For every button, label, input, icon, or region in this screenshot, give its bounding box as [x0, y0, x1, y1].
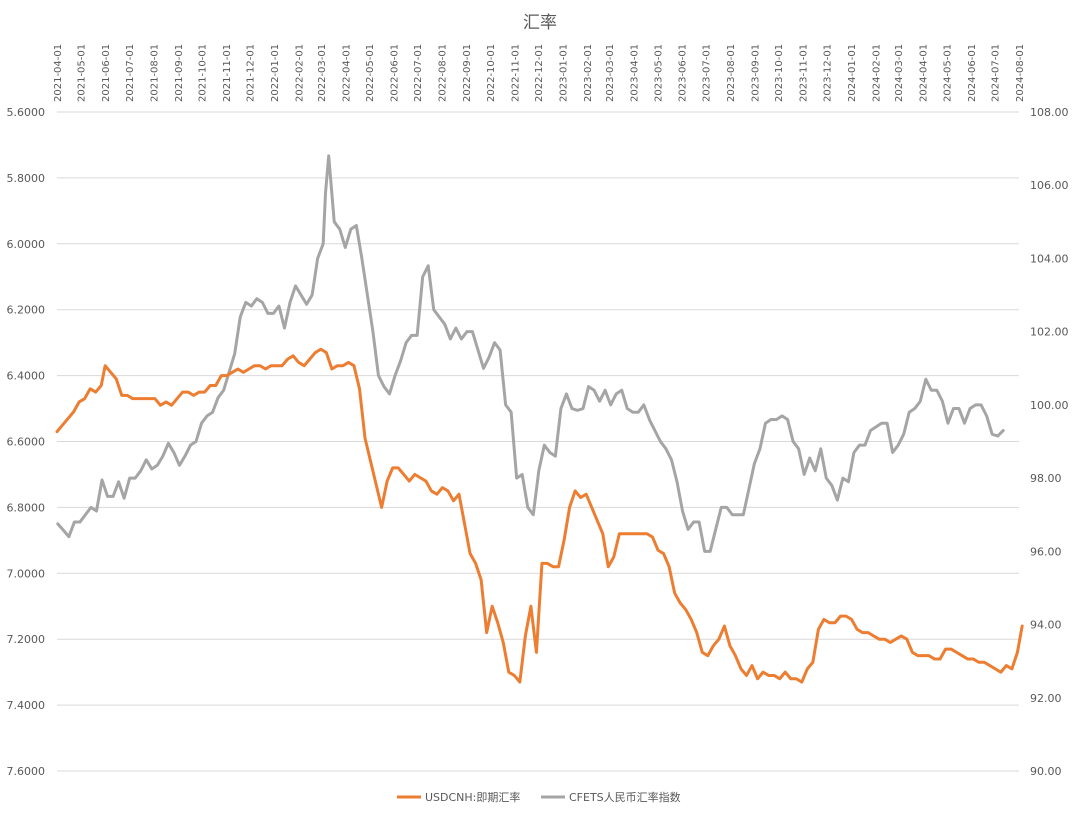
series-layer — [55, 154, 1024, 684]
x-tick-label: 2023-12-01 — [822, 44, 833, 102]
x-tick-label: 2021-09-01 — [174, 44, 185, 102]
x-tick-label: 2024-06-01 — [967, 44, 978, 102]
left-y-axis: 5.6000 5.8000 6.0000 6.2000 6.4000 6.6000 6.80… — [7, 106, 46, 778]
right-y-tick-label: 102.00 — [1030, 326, 1069, 339]
x-tick-label: 2022-02-01 — [295, 44, 306, 102]
x-tick-label: 2023-08-01 — [726, 44, 737, 102]
left-y-tick-label: 7.6000 — [7, 765, 46, 778]
x-tick-label: 2023-04-01 — [630, 44, 641, 102]
right-y-tick-label: 90.00 — [1030, 765, 1062, 778]
x-tick-label: 2022-12-01 — [534, 44, 545, 102]
x-tick-label: 2023-01-01 — [558, 44, 569, 102]
left-y-tick-label: 5.6000 — [7, 106, 46, 119]
right-y-tick-label: 104.00 — [1030, 252, 1069, 265]
x-tick-label: 2023-07-01 — [701, 44, 712, 102]
right-y-tick-label: 98.00 — [1030, 472, 1062, 485]
cfets-index-series-line — [56, 154, 1005, 553]
x-tick-label: 2024-03-01 — [894, 44, 905, 102]
x-tick-label: 2022-11-01 — [510, 44, 521, 102]
x-tick-label: 2023-11-01 — [799, 44, 810, 102]
x-tick-label: 2023-03-01 — [605, 44, 616, 102]
x-tick-label: 2024-02-01 — [871, 44, 882, 102]
left-y-tick-label: 7.0000 — [7, 567, 46, 580]
x-tick-label: 2021-12-01 — [246, 44, 257, 102]
x-tick-label: 2023-05-01 — [653, 44, 664, 102]
x-tick-label: 2023-09-01 — [750, 44, 761, 102]
left-y-tick-label: 7.4000 — [7, 699, 46, 712]
right-y-axis: 90.00 92.00 94.00 96.00 98.00 100.00 102.00 104… — [1030, 106, 1069, 778]
right-y-tick-label: 92.00 — [1030, 692, 1062, 705]
x-tick-label: 2024-04-01 — [919, 44, 930, 102]
x-tick-label: 2024-01-01 — [847, 44, 858, 102]
legend-label: USDCNH:即期汇率 — [425, 790, 520, 804]
legend: USDCNH:即期汇率 CFETS人民币汇率指数 — [397, 790, 681, 804]
x-tick-label: 2021-11-01 — [222, 44, 233, 102]
x-tick-label: 2021-08-01 — [149, 44, 160, 102]
x-tick-label: 2024-07-01 — [991, 44, 1002, 102]
x-tick-label: 2021-07-01 — [125, 44, 136, 102]
x-tick-label: 2021-05-01 — [77, 44, 88, 102]
x-tick-label: 2022-07-01 — [413, 44, 424, 102]
left-y-tick-label: 6.6000 — [7, 436, 46, 449]
gridlines — [57, 111, 1019, 772]
usdcnh-series-line — [55, 347, 1024, 684]
chart-title: 汇率 — [523, 13, 557, 33]
x-tick-label: 2022-04-01 — [341, 44, 352, 102]
left-y-tick-label: 7.2000 — [7, 633, 46, 646]
x-axis: 2021-04-01 2021-05-01 2021-06-01 2021-07-01… — [53, 44, 1026, 102]
left-y-tick-label: 5.8000 — [7, 172, 46, 185]
left-y-tick-label: 6.4000 — [7, 370, 46, 383]
right-y-tick-label: 106.00 — [1030, 179, 1069, 192]
left-y-tick-label: 6.0000 — [7, 238, 46, 251]
x-tick-label: 2023-10-01 — [774, 44, 785, 102]
right-y-tick-label: 94.00 — [1030, 619, 1062, 632]
x-tick-label: 2022-08-01 — [438, 44, 449, 102]
x-tick-label: 2024-05-01 — [942, 44, 953, 102]
x-tick-label: 2023-06-01 — [678, 44, 689, 102]
x-tick-label: 2022-10-01 — [486, 44, 497, 102]
x-tick-label: 2022-01-01 — [270, 44, 281, 102]
left-y-tick-label: 6.8000 — [7, 501, 46, 514]
x-tick-label: 2022-06-01 — [389, 44, 400, 102]
x-tick-label: 2021-04-01 — [53, 44, 64, 102]
x-tick-label: 2022-05-01 — [365, 44, 376, 102]
right-y-tick-label: 108.00 — [1030, 106, 1069, 119]
x-tick-label: 2024-08-01 — [1015, 44, 1026, 102]
x-tick-label: 2022-09-01 — [462, 44, 473, 102]
right-y-tick-label: 100.00 — [1030, 399, 1069, 412]
x-tick-label: 2022-03-01 — [317, 44, 328, 102]
x-tick-label: 2021-06-01 — [101, 44, 112, 102]
right-y-tick-label: 96.00 — [1030, 545, 1062, 558]
legend-label: CFETS人民币汇率指数 — [569, 790, 681, 804]
left-y-tick-label: 6.2000 — [7, 304, 46, 317]
x-tick-label: 2023-02-01 — [583, 44, 594, 102]
x-tick-label: 2021-10-01 — [198, 44, 209, 102]
